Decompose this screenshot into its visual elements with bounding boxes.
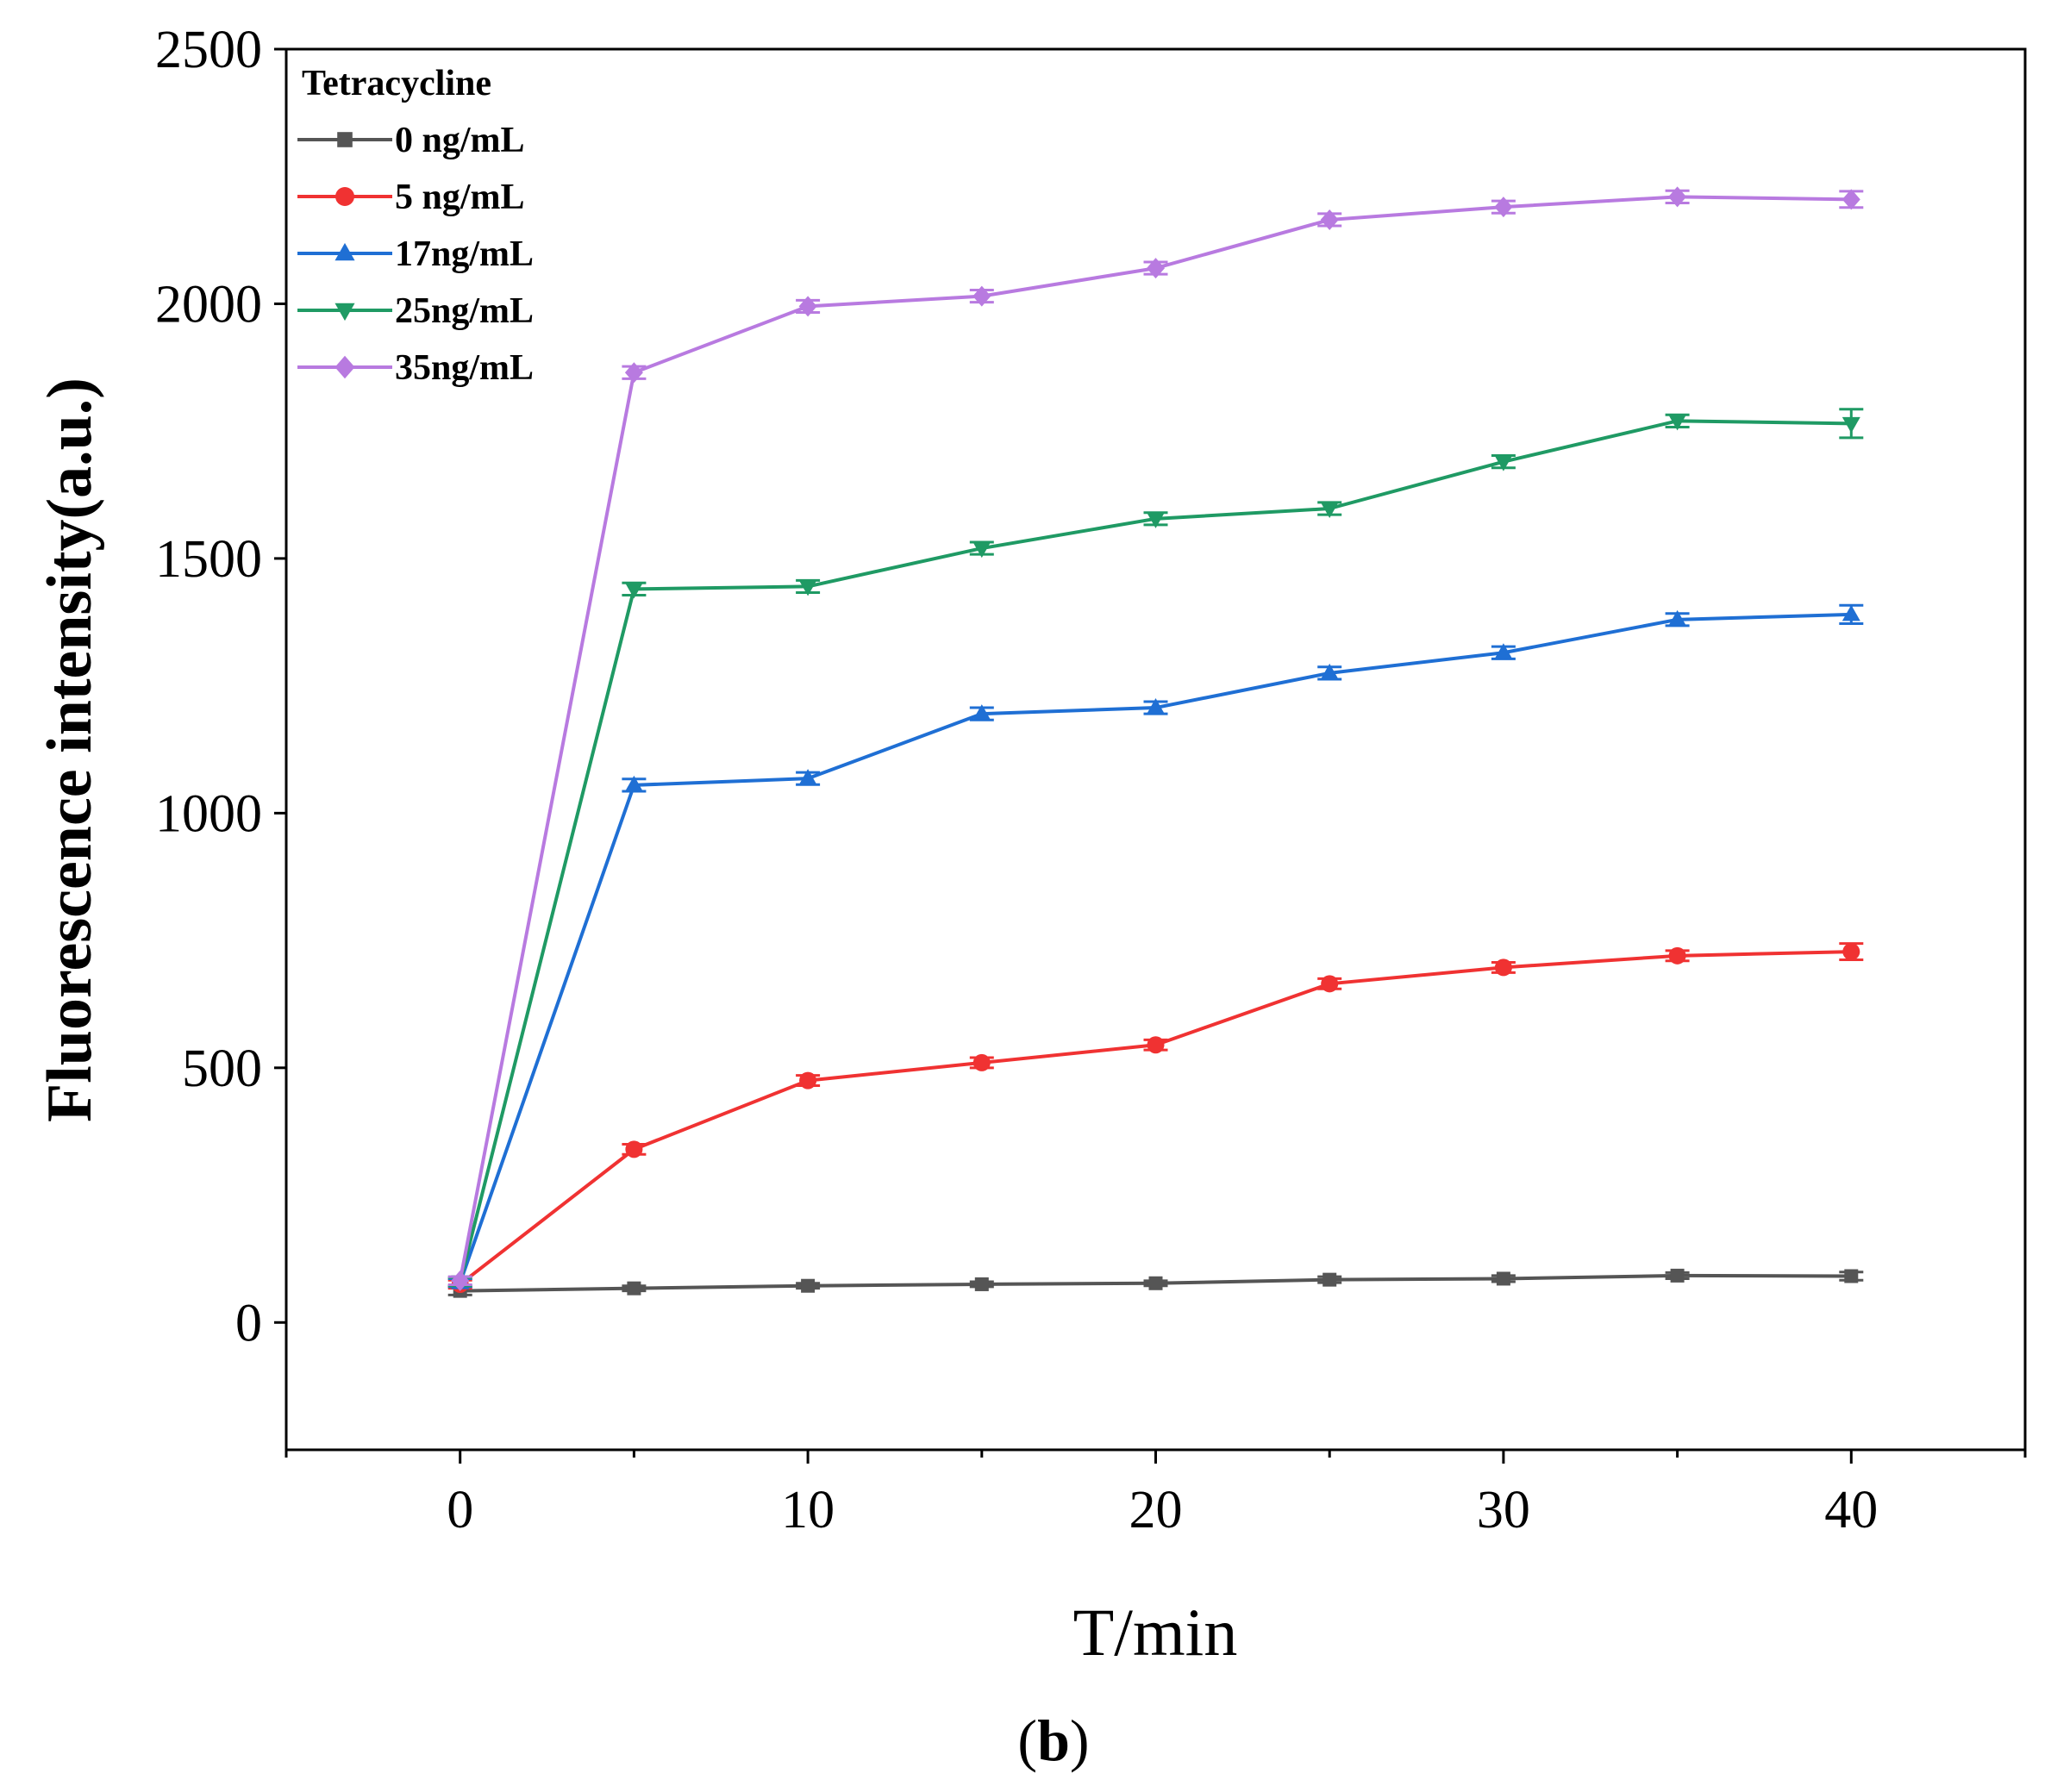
data-point bbox=[1147, 512, 1165, 528]
legend-item: 25ng/mL bbox=[297, 291, 534, 331]
data-point bbox=[1494, 958, 1512, 977]
x-tick-label: 0 bbox=[447, 1481, 473, 1539]
data-point bbox=[1668, 414, 1687, 431]
data-point bbox=[1320, 502, 1339, 518]
data-point bbox=[1842, 943, 1860, 961]
legend-label: 5 ng/mL bbox=[395, 178, 525, 217]
data-point bbox=[627, 1281, 641, 1296]
data-point bbox=[798, 769, 817, 785]
data-point bbox=[1496, 1271, 1510, 1286]
data-point bbox=[1844, 1269, 1859, 1283]
data-point bbox=[972, 1053, 991, 1071]
data-point bbox=[1494, 197, 1513, 218]
legend-swatch-marker bbox=[335, 242, 355, 261]
data-point bbox=[799, 1071, 817, 1090]
legend-items: 0 ng/mL 5 ng/mL 17ng/mL 25ng/mL 35ng/mL bbox=[297, 121, 534, 388]
data-point bbox=[1147, 698, 1165, 715]
data-point bbox=[1147, 1036, 1165, 1054]
data-point bbox=[1842, 189, 1860, 210]
data-point bbox=[1842, 416, 1860, 434]
data-point bbox=[798, 296, 817, 317]
legend-item: 5 ng/mL bbox=[297, 178, 525, 217]
data-point bbox=[1842, 604, 1860, 621]
y-tick-label: 2000 bbox=[155, 275, 262, 334]
series-line bbox=[459, 950, 1852, 1286]
panel-label-close: ) bbox=[1070, 1708, 1090, 1773]
data-point bbox=[625, 1140, 643, 1158]
legend-label: 0 ng/mL bbox=[395, 121, 525, 160]
panel-label-letter: b bbox=[1037, 1708, 1070, 1773]
data-point bbox=[624, 775, 643, 792]
data-point bbox=[1320, 663, 1339, 680]
data-point bbox=[1494, 455, 1513, 471]
series-5-ng-ml bbox=[447, 942, 1864, 1293]
legend-label: 35ng/mL bbox=[395, 348, 534, 388]
x-axis-ticks: 0 10 20 30 40 bbox=[285, 1450, 2027, 1539]
data-point bbox=[1668, 186, 1687, 208]
legend-item: 17ng/mL bbox=[297, 234, 534, 274]
data-point bbox=[1668, 946, 1686, 965]
y-axis-ticks: 0 500 1000 1500 2000 2500 bbox=[155, 21, 286, 1352]
data-point bbox=[1321, 975, 1339, 993]
legend-item: 35ng/mL bbox=[297, 348, 534, 388]
legend-item: 0 ng/mL bbox=[297, 121, 525, 160]
panel-label-open: ( bbox=[1017, 1708, 1037, 1773]
y-tick-label: 1500 bbox=[155, 530, 262, 589]
series-layer bbox=[447, 186, 1864, 1298]
panel-label: (b) bbox=[1017, 1708, 1089, 1773]
legend-swatch-marker bbox=[335, 355, 355, 379]
data-point bbox=[972, 541, 991, 559]
y-tick-label: 1000 bbox=[155, 784, 262, 843]
x-axis-title: T/min bbox=[1073, 1595, 1238, 1670]
y-tick-label: 0 bbox=[235, 1294, 262, 1352]
series-17ng-ml bbox=[447, 603, 1864, 1289]
x-tick-label: 30 bbox=[1477, 1481, 1530, 1539]
legend-label: 17ng/mL bbox=[395, 234, 534, 274]
series-25ng-ml bbox=[447, 408, 1864, 1291]
y-tick-label: 500 bbox=[182, 1040, 262, 1098]
data-point bbox=[1320, 209, 1339, 230]
data-point bbox=[1668, 609, 1687, 627]
legend-label: 25ng/mL bbox=[395, 291, 534, 331]
data-point bbox=[451, 1270, 470, 1291]
data-point bbox=[1670, 1268, 1685, 1283]
data-point bbox=[974, 1277, 989, 1291]
legend-swatch-marker bbox=[335, 187, 354, 206]
series-line bbox=[458, 419, 1852, 1283]
data-point bbox=[1147, 258, 1165, 279]
data-point bbox=[801, 1278, 816, 1293]
x-tick-label: 20 bbox=[1129, 1481, 1183, 1539]
data-point bbox=[972, 285, 991, 307]
data-point bbox=[1148, 1276, 1163, 1290]
x-tick-label: 10 bbox=[781, 1481, 835, 1539]
data-point bbox=[624, 582, 643, 599]
series-line bbox=[458, 195, 1852, 1282]
series-35ng-ml bbox=[447, 186, 1864, 1291]
y-tick-label: 2500 bbox=[155, 21, 262, 79]
legend: Tetracycline 0 ng/mL 5 ng/mL 17ng/mL 25ng/m… bbox=[297, 64, 534, 388]
y-axis-title: Fluorescence intensity(a.u.) bbox=[34, 378, 105, 1122]
data-point bbox=[624, 362, 643, 384]
legend-title: Tetracycline bbox=[302, 64, 491, 103]
legend-swatch-marker bbox=[337, 132, 353, 147]
x-tick-label: 40 bbox=[1824, 1481, 1878, 1539]
data-point bbox=[1323, 1272, 1337, 1287]
data-point bbox=[972, 704, 991, 721]
legend-swatch-marker bbox=[335, 303, 355, 322]
data-point bbox=[798, 579, 817, 596]
data-point bbox=[1494, 643, 1513, 659]
series-0-ng-ml bbox=[447, 1268, 1864, 1298]
